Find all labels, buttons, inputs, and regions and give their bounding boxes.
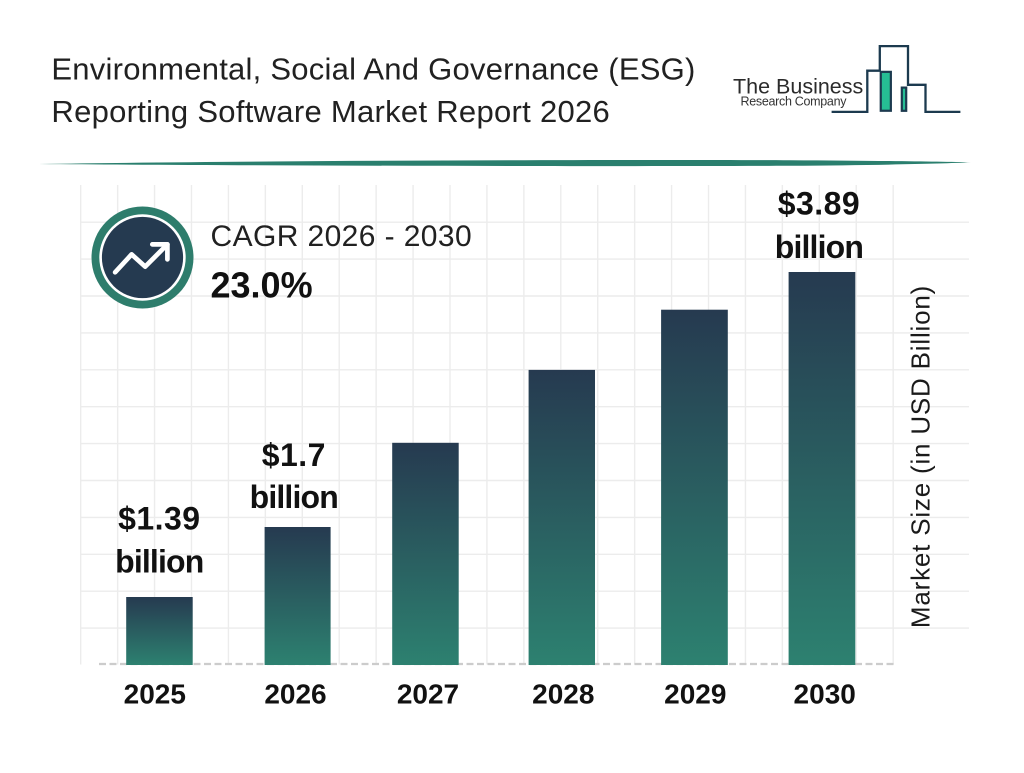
svg-text:Research Company: Research Company <box>741 95 848 109</box>
svg-text:CAGR 2026 - 2030: CAGR 2026 - 2030 <box>211 220 473 253</box>
svg-text:2028: 2028 <box>532 679 594 710</box>
svg-text:Market Size (in USD Billion): Market Size (in USD Billion) <box>906 285 936 628</box>
svg-text:billion: billion <box>115 543 203 579</box>
svg-text:billion: billion <box>775 229 863 265</box>
svg-text:$1.7: $1.7 <box>262 437 326 473</box>
svg-text:$3.89: $3.89 <box>778 185 860 221</box>
svg-text:billion: billion <box>250 479 338 515</box>
svg-text:23.0%: 23.0% <box>211 265 313 306</box>
svg-text:Reporting Software Market Repo: Reporting Software Market Report 2026 <box>51 94 610 129</box>
svg-text:2030: 2030 <box>794 679 856 710</box>
svg-text:2029: 2029 <box>664 679 726 710</box>
svg-text:2025: 2025 <box>124 679 186 710</box>
svg-text:2027: 2027 <box>397 679 459 710</box>
svg-text:Environmental, Social And Gove: Environmental, Social And Governance (ES… <box>51 52 695 87</box>
svg-text:$1.39: $1.39 <box>118 501 200 537</box>
svg-text:The Business: The Business <box>733 74 863 98</box>
svg-text:2026: 2026 <box>264 679 326 710</box>
